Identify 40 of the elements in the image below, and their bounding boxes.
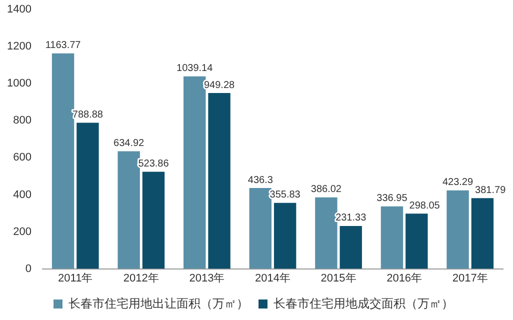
y-tick-label: 800	[13, 114, 32, 127]
bar	[52, 53, 74, 269]
data-label: 381.79	[475, 184, 506, 196]
data-label: 298.05	[409, 200, 440, 212]
y-tick-label: 200	[13, 226, 32, 238]
y-tick-label: 400	[13, 188, 32, 201]
x-tick-label: 2016年	[386, 272, 422, 284]
x-tick-label: 2015年	[320, 272, 356, 284]
x-tick-label: 2013年	[189, 272, 225, 284]
data-label: 436.3	[248, 174, 274, 186]
y-tick-label: 1200	[6, 40, 32, 53]
x-tick-label: 2017年	[452, 272, 488, 284]
bar	[340, 226, 362, 269]
data-label: 634.92	[114, 138, 145, 149]
legend-label: 长春市住宅用地成交面积（万㎡）	[274, 296, 454, 310]
bar	[274, 202, 296, 269]
bar	[471, 198, 494, 269]
bar	[118, 151, 140, 269]
bar	[208, 93, 230, 269]
x-tick-label: 2011年	[58, 272, 93, 284]
bar	[380, 206, 404, 269]
y-tick-label: 1400	[6, 4, 32, 16]
bar	[315, 197, 338, 269]
legend-label: 长春市住宅用地出让面积（万㎡）	[68, 296, 248, 310]
bar	[76, 122, 99, 269]
data-label: 386.02	[310, 184, 342, 196]
bar	[184, 76, 206, 269]
data-label: 423.29	[442, 177, 474, 188]
data-label: 1163.77	[45, 40, 82, 52]
bar	[446, 190, 469, 269]
x-tick-label: 2012年	[123, 272, 159, 284]
bar	[249, 188, 272, 269]
bar	[406, 214, 428, 269]
x-tick-label: 2014年	[254, 272, 290, 284]
y-tick-label: 1000	[6, 78, 32, 90]
data-label: 336.95	[376, 193, 408, 204]
y-tick-label: 600	[13, 152, 32, 164]
bar	[142, 172, 165, 269]
data-label: 1039.14	[176, 63, 214, 74]
y-tick-label: 0	[25, 262, 32, 275]
